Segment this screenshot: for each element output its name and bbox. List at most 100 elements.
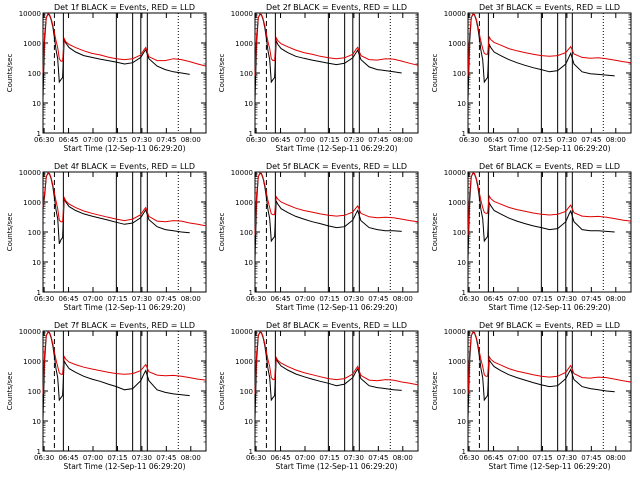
y-tick-label: 1 [37,448,41,456]
x-tick-label: 08:00 [606,295,626,303]
x-tick-label: 08:00 [393,136,413,144]
lld-series-line [254,172,419,235]
x-tick-label: 07:30 [132,454,152,462]
x-tick-label: 08:00 [181,454,201,462]
x-tick-label: 07:15 [107,136,127,144]
x-tick-label: 07:15 [532,454,552,462]
x-tick-label: 06:30 [459,136,479,144]
y-tick-label: 10 [457,259,466,267]
y-tick-label: 1 [462,130,466,138]
y-axis-label: Counts/sec [218,54,226,93]
y-tick-label: 100 [240,70,253,78]
lld-series-line [42,13,207,74]
panel-title: Det 3f BLACK = Events, RED = LLD [479,3,620,12]
x-tick-label: 06:30 [459,295,479,303]
x-tick-label: 07:15 [532,295,552,303]
x-axis-label: Start Time (12-Sep-11 06:29:20) [276,303,398,312]
lld-series-line [42,331,207,394]
y-tick-label: 100 [453,70,466,78]
x-tick-label: 07:00 [508,136,528,144]
y-tick-label: 10000 [231,169,253,177]
x-tick-label: 06:30 [34,295,54,303]
panel-title: Det 1f BLACK = Events, RED = LLD [54,3,195,12]
y-axis-label: Counts/sec [218,372,226,411]
x-axis-label: Start Time (12-Sep-11 06:29:20) [276,144,398,153]
y-tick-label: 1 [37,130,41,138]
y-tick-label: 1000 [23,358,41,366]
y-tick-label: 1000 [235,199,253,207]
x-tick-label: 06:30 [246,454,266,462]
x-tick-label: 06:45 [483,136,503,144]
x-tick-label: 07:45 [581,136,601,144]
x-axis-label: Start Time (12-Sep-11 06:29:20) [64,303,186,312]
x-axis-label: Start Time (12-Sep-11 06:29:20) [489,144,611,153]
y-axis-label: Counts/sec [6,213,14,252]
x-tick-label: 07:30 [344,454,364,462]
y-tick-label: 10 [32,259,41,267]
x-tick-label: 07:00 [83,454,103,462]
y-tick-label: 1 [462,448,466,456]
y-tick-label: 10000 [231,328,253,336]
y-axis-label: Counts/sec [431,54,439,93]
detector-panel: Det 7f BLACK = Events, RED = LLD 1 10 100 10… [6,321,207,471]
y-tick-label: 100 [453,388,466,396]
y-tick-label: 10000 [231,10,253,18]
detector-panel: Det 8f BLACK = Events, RED = LLD 1 10 100 10… [218,321,419,471]
y-tick-label: 10 [457,418,466,426]
panel-title: Det 7f BLACK = Events, RED = LLD [54,321,195,330]
x-tick-label: 07:45 [368,136,388,144]
x-tick-label: 07:00 [508,295,528,303]
x-tick-label: 06:45 [483,454,503,462]
y-axis-label: Counts/sec [431,372,439,411]
lld-series-line [467,13,632,76]
x-tick-label: 06:45 [58,136,78,144]
y-tick-label: 10 [457,100,466,108]
y-tick-label: 10000 [444,328,466,336]
y-tick-label: 10 [32,100,41,108]
y-tick-label: 100 [28,388,41,396]
y-axis-label: Counts/sec [6,372,14,411]
x-tick-label: 06:45 [270,295,290,303]
lld-series-line [254,13,419,76]
y-tick-label: 100 [28,70,41,78]
x-axis-label: Start Time (12-Sep-11 06:29:20) [489,462,611,471]
detector-panel: Det 1f BLACK = Events, RED = LLD 1 10 100 10… [6,3,207,153]
y-tick-label: 10000 [19,328,41,336]
y-tick-label: 1 [249,289,253,297]
x-tick-label: 07:30 [344,295,364,303]
x-tick-label: 06:45 [58,295,78,303]
x-tick-label: 07:30 [132,295,152,303]
x-axis-label: Start Time (12-Sep-11 06:29:20) [276,462,398,471]
x-tick-label: 06:45 [483,295,503,303]
x-tick-label: 06:45 [270,454,290,462]
x-axis-label: Start Time (12-Sep-11 06:29:20) [64,144,186,153]
panel-title: Det 6f BLACK = Events, RED = LLD [479,162,620,171]
x-tick-label: 07:30 [557,136,577,144]
x-tick-label: 07:00 [83,295,103,303]
x-tick-label: 07:45 [156,454,176,462]
y-tick-label: 10000 [19,10,41,18]
y-tick-label: 10 [244,100,253,108]
x-tick-label: 06:30 [34,136,54,144]
x-tick-label: 07:00 [295,454,315,462]
detector-panel: Det 4f BLACK = Events, RED = LLD 1 10 100 10… [6,162,207,312]
x-axis-label: Start Time (12-Sep-11 06:29:20) [489,303,611,312]
x-tick-label: 06:30 [246,136,266,144]
x-tick-label: 07:15 [319,295,339,303]
lld-series-line [467,172,632,235]
detector-panel: Det 2f BLACK = Events, RED = LLD 1 10 100 10… [218,3,419,153]
y-tick-label: 10000 [444,169,466,177]
y-tick-label: 100 [240,388,253,396]
x-tick-label: 08:00 [181,295,201,303]
lld-series-line [254,331,419,394]
y-tick-label: 1000 [235,358,253,366]
x-tick-label: 07:00 [508,454,528,462]
y-tick-label: 10000 [19,169,41,177]
y-tick-label: 100 [453,229,466,237]
x-tick-label: 07:00 [295,295,315,303]
x-tick-label: 06:30 [246,295,266,303]
x-tick-label: 06:30 [459,454,479,462]
x-tick-label: 08:00 [181,136,201,144]
y-tick-label: 100 [28,229,41,237]
